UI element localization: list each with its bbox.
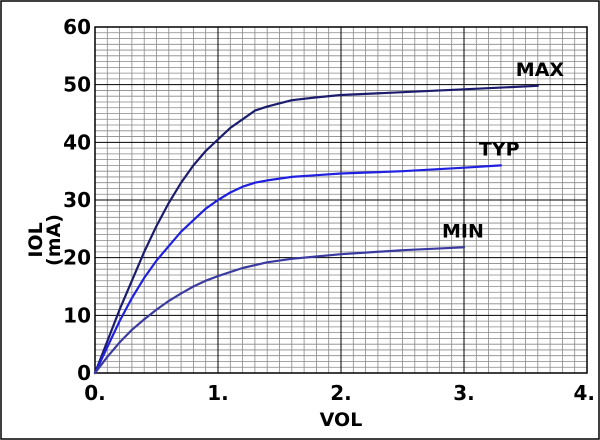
y-tick-label: 20 <box>63 246 91 270</box>
x-tick-label: 2. <box>330 381 352 405</box>
y-tick-label: 60 <box>63 15 91 39</box>
y-axis-title: IOL <box>25 222 47 257</box>
series-line-min <box>93 246 466 375</box>
x-tick-label: 0. <box>84 381 106 405</box>
y-axis-unit-label: (mA) <box>43 214 65 266</box>
x-tick-labels: 0. 1. 2. 3. 4. <box>84 381 595 405</box>
series-layer <box>93 84 539 375</box>
x-tick-label: 3. <box>453 381 475 405</box>
series-label-max: MAX <box>516 59 565 81</box>
x-tick-label: 4. <box>573 381 595 405</box>
y-tick-label: 50 <box>63 73 91 97</box>
y-tick-labels: 0 10 20 30 40 50 60 <box>63 15 91 385</box>
y-tick-label: 10 <box>63 303 91 327</box>
series-label-typ: TYP <box>479 138 520 160</box>
series-label-min: MIN <box>442 220 484 242</box>
x-tick-label: 1. <box>207 381 229 405</box>
y-tick-label: 40 <box>63 130 91 154</box>
x-axis-title: VOL <box>320 409 363 431</box>
series-line-typ <box>93 164 502 375</box>
plot-area-border <box>94 26 588 374</box>
series-line-max <box>93 84 539 375</box>
series-labels: MAX TYP MIN <box>442 59 564 242</box>
y-tick-label: 0 <box>77 361 91 385</box>
y-tick-label: 30 <box>63 188 91 212</box>
